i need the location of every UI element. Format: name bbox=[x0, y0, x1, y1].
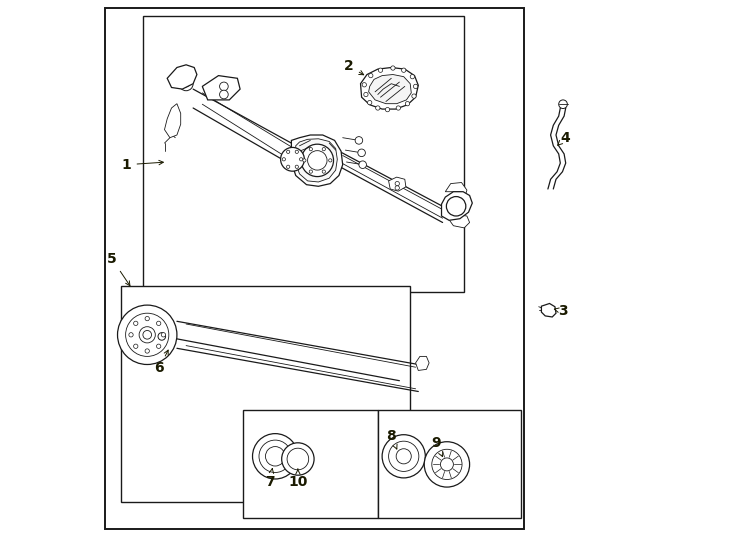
Circle shape bbox=[368, 100, 372, 105]
Text: 3: 3 bbox=[554, 304, 567, 318]
Circle shape bbox=[395, 181, 399, 186]
Circle shape bbox=[266, 447, 285, 466]
Circle shape bbox=[158, 333, 166, 340]
Bar bbox=[143, 16, 464, 292]
Circle shape bbox=[302, 159, 306, 162]
Circle shape bbox=[179, 77, 193, 91]
Circle shape bbox=[396, 449, 411, 464]
Circle shape bbox=[412, 94, 416, 98]
Circle shape bbox=[143, 330, 151, 339]
Bar bbox=[121, 286, 410, 502]
Polygon shape bbox=[167, 65, 197, 89]
Circle shape bbox=[432, 449, 462, 480]
Text: 10: 10 bbox=[288, 469, 308, 489]
Text: 5: 5 bbox=[107, 252, 130, 286]
Circle shape bbox=[362, 83, 366, 87]
Polygon shape bbox=[203, 76, 240, 100]
Polygon shape bbox=[360, 68, 418, 109]
Circle shape bbox=[322, 147, 325, 151]
Circle shape bbox=[295, 150, 299, 153]
Polygon shape bbox=[164, 104, 181, 138]
Circle shape bbox=[139, 327, 156, 343]
Circle shape bbox=[368, 73, 373, 78]
Circle shape bbox=[357, 149, 366, 157]
Polygon shape bbox=[415, 356, 429, 370]
Circle shape bbox=[364, 92, 368, 97]
Circle shape bbox=[376, 106, 380, 110]
Text: 4: 4 bbox=[558, 131, 570, 145]
Circle shape bbox=[280, 147, 305, 171]
Circle shape bbox=[424, 442, 470, 487]
Circle shape bbox=[390, 66, 395, 70]
Circle shape bbox=[401, 68, 406, 72]
Circle shape bbox=[282, 443, 314, 475]
Text: 9: 9 bbox=[432, 436, 443, 457]
Text: 2: 2 bbox=[344, 59, 363, 75]
Circle shape bbox=[134, 321, 138, 326]
Polygon shape bbox=[296, 139, 338, 182]
Circle shape bbox=[286, 150, 290, 153]
Circle shape bbox=[287, 448, 309, 470]
Circle shape bbox=[309, 147, 313, 151]
Polygon shape bbox=[368, 75, 411, 104]
Circle shape bbox=[359, 161, 366, 168]
Circle shape bbox=[219, 90, 228, 99]
Polygon shape bbox=[388, 177, 406, 191]
Text: 7: 7 bbox=[265, 469, 275, 489]
Circle shape bbox=[156, 344, 161, 348]
Circle shape bbox=[134, 344, 138, 348]
Circle shape bbox=[385, 107, 390, 112]
Circle shape bbox=[440, 458, 454, 471]
Circle shape bbox=[299, 158, 302, 161]
Bar bbox=[105, 8, 523, 529]
Circle shape bbox=[183, 80, 189, 87]
Polygon shape bbox=[442, 192, 472, 220]
Polygon shape bbox=[542, 303, 556, 317]
Circle shape bbox=[301, 144, 333, 177]
Circle shape bbox=[145, 316, 150, 321]
Circle shape bbox=[295, 165, 299, 168]
Circle shape bbox=[156, 321, 161, 326]
Circle shape bbox=[282, 158, 286, 161]
Circle shape bbox=[286, 165, 290, 168]
Circle shape bbox=[410, 75, 415, 79]
Circle shape bbox=[329, 159, 332, 162]
Circle shape bbox=[308, 151, 327, 170]
Circle shape bbox=[322, 170, 325, 173]
Circle shape bbox=[388, 441, 419, 471]
Text: 6: 6 bbox=[154, 350, 168, 375]
Circle shape bbox=[252, 434, 298, 479]
Text: 1: 1 bbox=[122, 158, 164, 172]
Bar bbox=[378, 410, 521, 518]
Text: 8: 8 bbox=[386, 429, 397, 449]
Polygon shape bbox=[448, 215, 470, 228]
Circle shape bbox=[559, 100, 567, 109]
Polygon shape bbox=[446, 183, 467, 195]
Circle shape bbox=[259, 440, 291, 472]
Circle shape bbox=[378, 68, 382, 72]
Circle shape bbox=[395, 186, 399, 190]
Polygon shape bbox=[291, 135, 343, 186]
Circle shape bbox=[129, 333, 133, 337]
Circle shape bbox=[446, 197, 466, 216]
Circle shape bbox=[145, 349, 150, 353]
Circle shape bbox=[219, 82, 228, 91]
Bar bbox=[243, 410, 378, 518]
Circle shape bbox=[355, 137, 363, 144]
Circle shape bbox=[126, 313, 169, 356]
Circle shape bbox=[413, 84, 418, 89]
Circle shape bbox=[396, 106, 401, 110]
Circle shape bbox=[161, 333, 166, 337]
Circle shape bbox=[117, 305, 177, 364]
Circle shape bbox=[382, 435, 425, 478]
Circle shape bbox=[309, 170, 313, 173]
Circle shape bbox=[405, 102, 410, 106]
